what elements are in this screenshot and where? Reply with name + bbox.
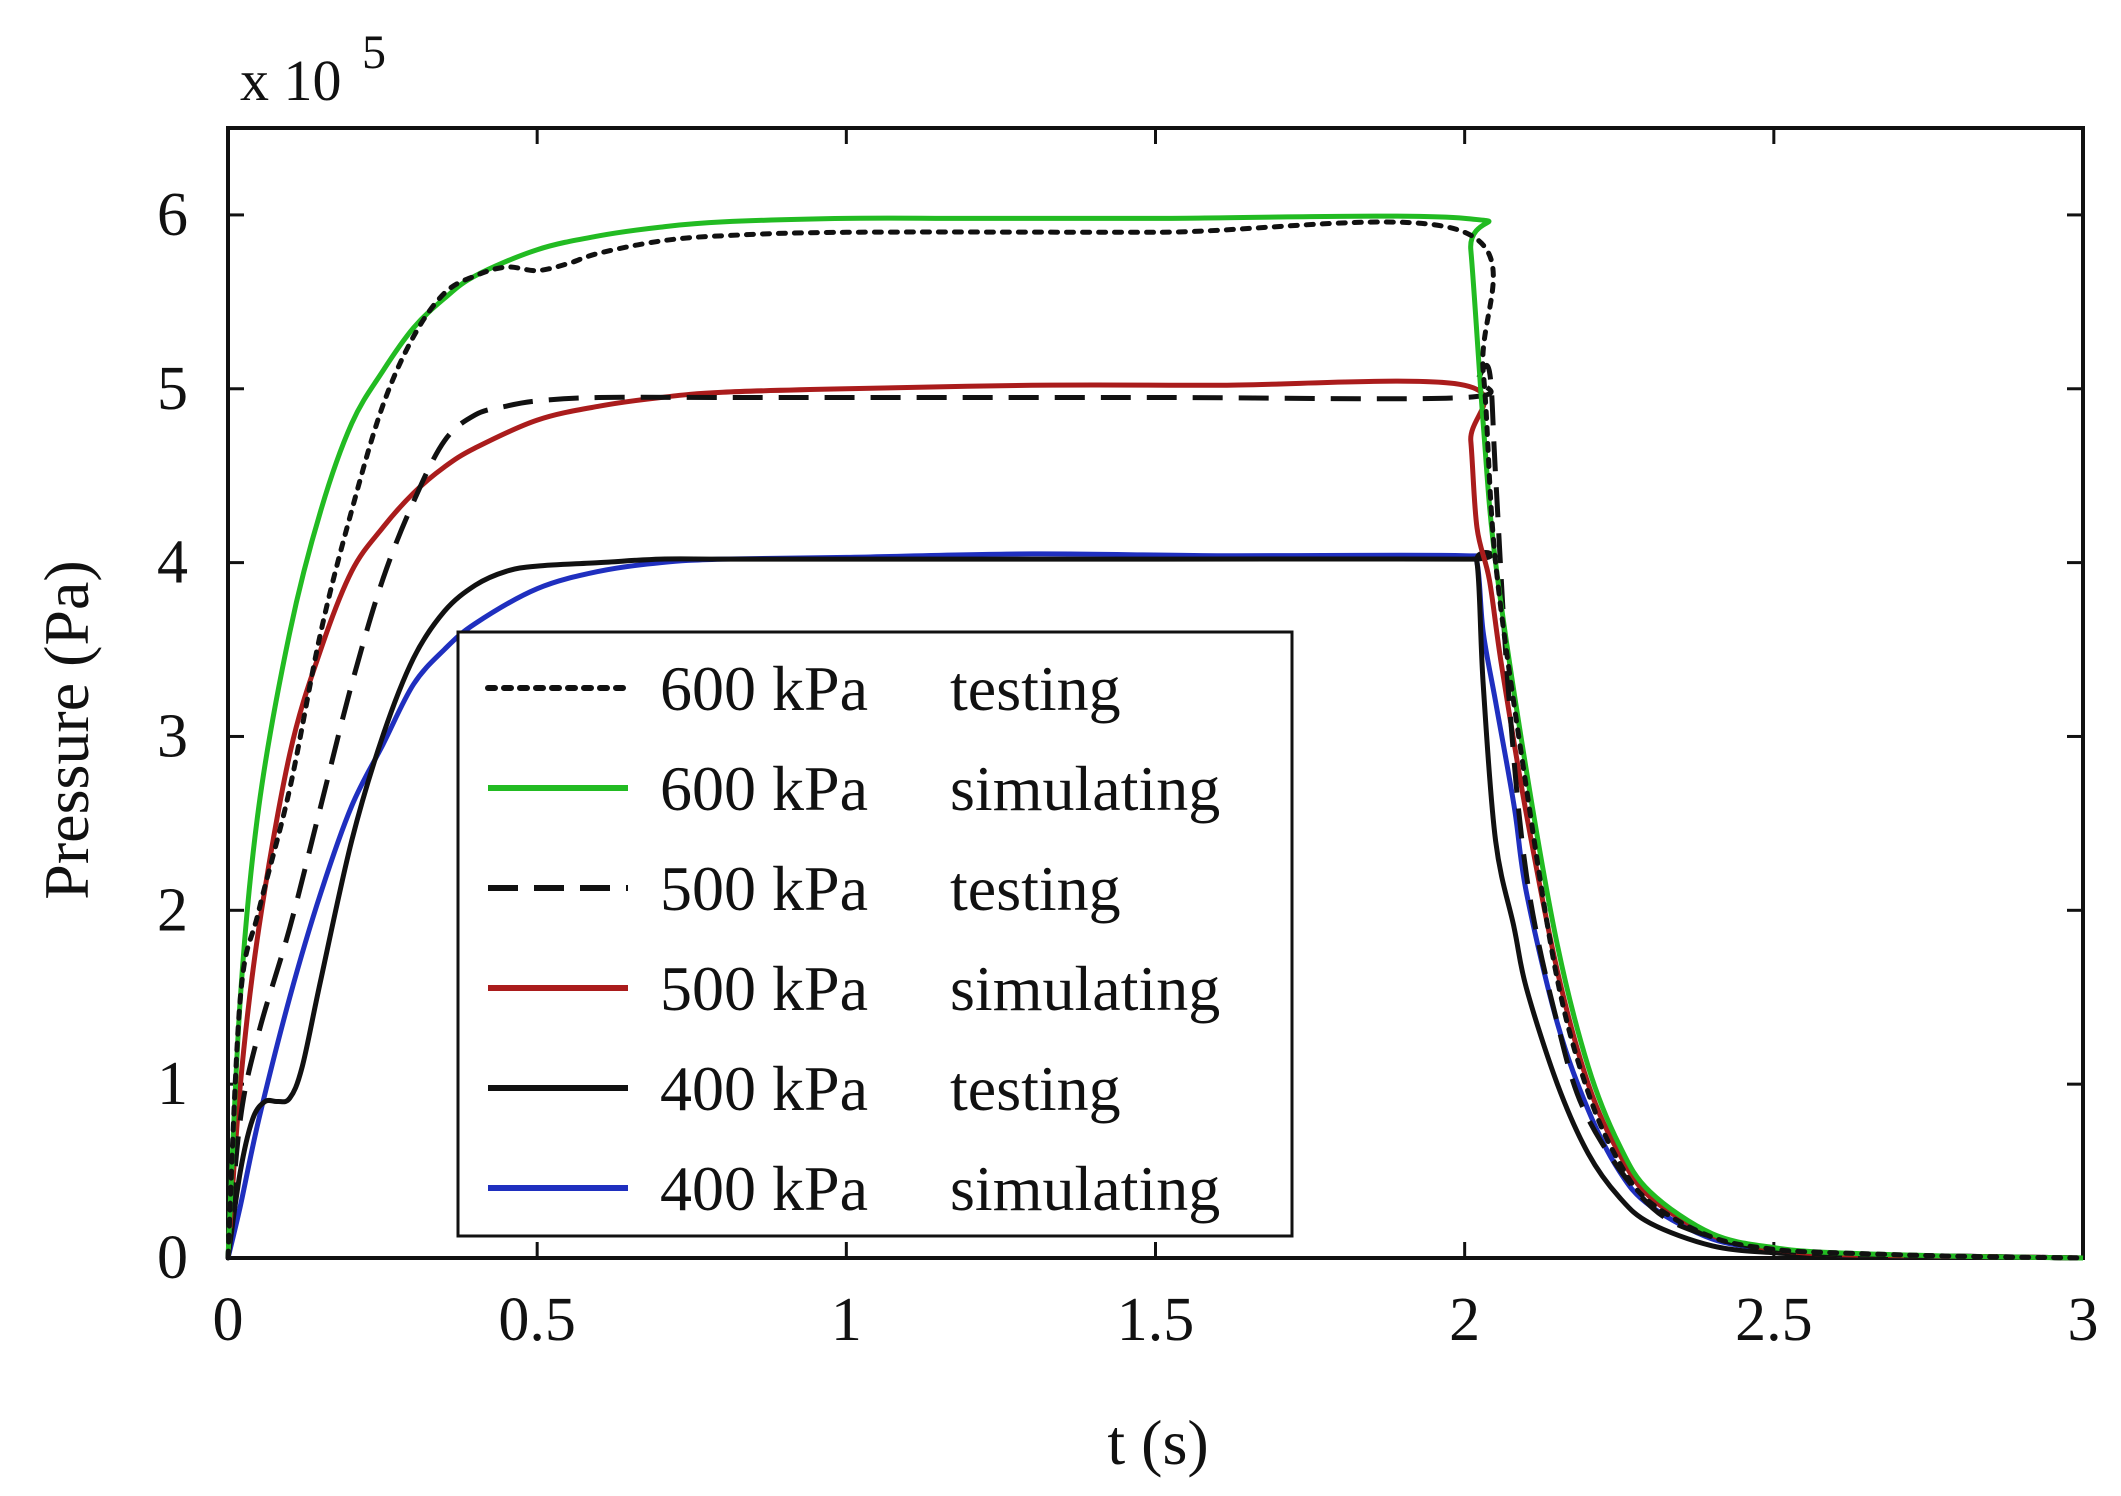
legend-label-pressure: 400 kPa	[660, 1053, 868, 1124]
legend-label-mode: testing	[950, 653, 1121, 724]
legend-label-mode: testing	[950, 853, 1121, 924]
legend-label-pressure: 500 kPa	[660, 853, 868, 924]
y-scale-factor: x 10 5	[240, 26, 386, 113]
legend-label-mode: simulating	[950, 753, 1220, 824]
y-scale-base: x 10	[240, 48, 342, 113]
legend-label-pressure: 600 kPa	[660, 753, 868, 824]
y-tick-label: 5	[157, 355, 188, 423]
legend-label-pressure: 400 kPa	[660, 1153, 868, 1224]
y-tick-label: 3	[157, 702, 188, 770]
y-tick-label: 2	[157, 876, 188, 944]
y-scale-exponent: 5	[362, 26, 386, 79]
legend-label-mode: simulating	[950, 1153, 1220, 1224]
legend-label-mode: testing	[950, 1053, 1121, 1124]
y-tick-label: 4	[157, 529, 188, 597]
y-tick-label: 6	[157, 181, 188, 249]
legend-label-mode: simulating	[950, 953, 1220, 1024]
x-tick-label: 2	[1449, 1286, 1480, 1354]
series-line-5	[225, 551, 2084, 1261]
x-tick-label: 1.5	[1117, 1286, 1195, 1354]
legend-box	[456, 630, 1294, 1238]
x-tick-label: 0	[213, 1286, 244, 1354]
series-line-4	[225, 550, 2084, 1261]
x-tick-label: 2.5	[1735, 1286, 1813, 1354]
series-line-3	[225, 378, 2084, 1261]
legend-label-pressure: 500 kPa	[660, 953, 868, 1024]
series-line-1	[225, 213, 2084, 1261]
series-line-0	[225, 219, 2086, 1261]
x-tick-label: 3	[2068, 1286, 2099, 1354]
y-tick-label: 0	[157, 1224, 188, 1292]
y-axis-title: Pressure (Pa)	[31, 560, 102, 899]
x-tick-label: 1	[831, 1286, 862, 1354]
legend: 600 kPa testing 600 kPa simulating 500 kPa te…	[456, 630, 1294, 1238]
x-axis-title: t (s)	[1107, 1407, 1208, 1478]
axis-tick-labels: 0 0.5 1 1.5 2 2.5 3 0 1 2 3 4 5 6	[157, 181, 2099, 1354]
x-tick-label: 0.5	[498, 1286, 576, 1354]
series-lines	[225, 213, 2086, 1261]
y-tick-label: 1	[157, 1050, 188, 1118]
legend-label-pressure: 600 kPa	[660, 653, 868, 724]
